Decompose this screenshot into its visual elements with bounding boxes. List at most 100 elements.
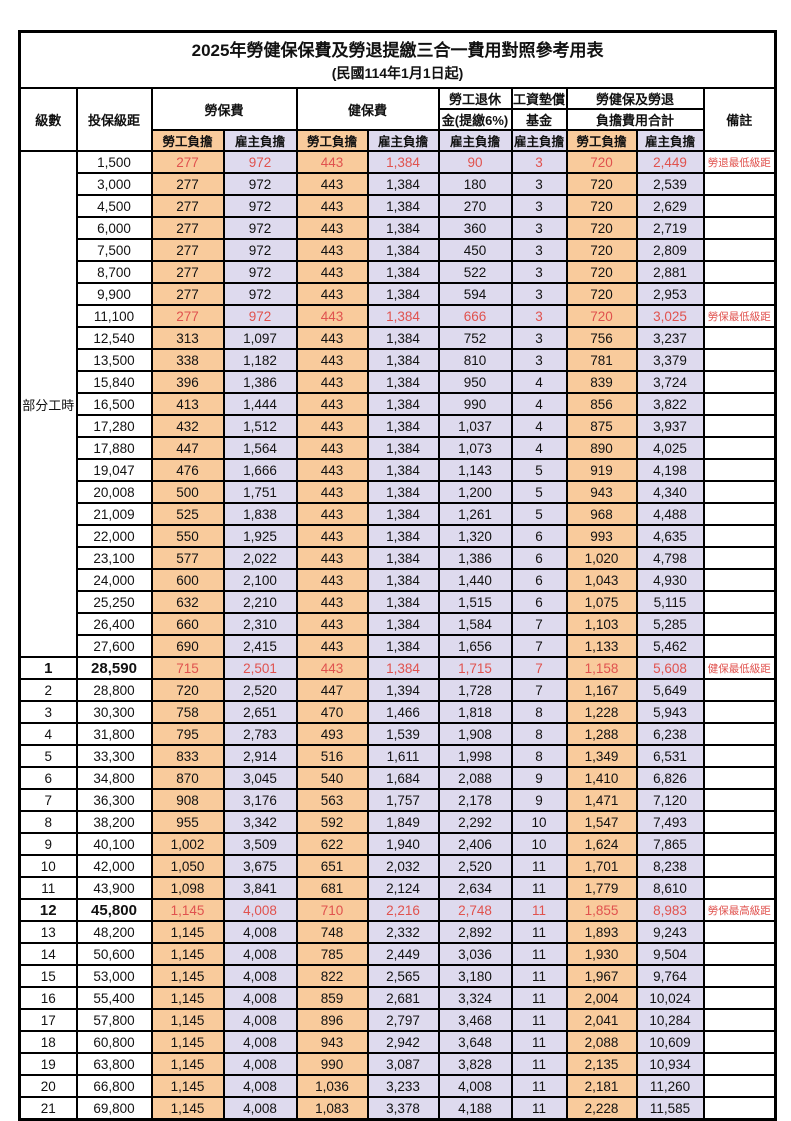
remark-cell: [702, 216, 777, 240]
fee-cell: 8,610: [635, 876, 705, 900]
salary-bracket-cell: 30,300: [75, 700, 153, 724]
fee-cell: 443: [295, 480, 369, 504]
table-row: 17 57,800 1,145 4,008 896 2,797 3,468 11 2,041 10…: [18, 1008, 777, 1032]
salary-bracket-cell: 13,500: [75, 348, 153, 372]
salary-bracket-cell: 40,100: [75, 832, 153, 856]
remark-cell: [702, 1008, 777, 1032]
fee-cell: 4,635: [635, 524, 705, 548]
fee-cell: 681: [295, 876, 369, 900]
fee-cell: 810: [437, 348, 513, 372]
fee-cell: 3: [510, 304, 568, 328]
fee-cell: 10,284: [635, 1008, 705, 1032]
fee-cell: 3: [510, 260, 568, 284]
remark-cell: [702, 568, 777, 592]
level-cell: 10: [18, 854, 78, 878]
fee-cell: 2,124: [366, 876, 440, 900]
fee-cell: 592: [295, 810, 369, 834]
fee-cell: 1,384: [366, 656, 440, 680]
fee-cell: 1,145: [150, 1030, 225, 1054]
fee-cell: 2,953: [635, 282, 705, 306]
fee-cell: 1,384: [366, 546, 440, 570]
fee-cell: 993: [565, 524, 638, 548]
table-row: 7,500 277 972 443 1,384 450 3 720 2,809: [20, 238, 777, 262]
fee-cell: 1,611: [366, 744, 440, 768]
salary-bracket-cell: 50,600: [75, 942, 153, 966]
fee-cell: 11: [510, 898, 568, 922]
remark-cell: [702, 194, 777, 218]
level-cell: 7: [18, 788, 78, 812]
salary-bracket-cell: 28,590: [75, 656, 153, 680]
remark-cell: [702, 436, 777, 460]
salary-bracket-cell: 36,300: [75, 788, 153, 812]
remark-cell: [702, 810, 777, 834]
remark-cell: [702, 348, 777, 372]
fee-cell: 632: [150, 590, 225, 614]
remark-cell: [702, 722, 777, 746]
fee-cell: 1,701: [565, 854, 638, 878]
fee-cell: 2,520: [437, 854, 513, 878]
table-row: 12 45,800 1,145 4,008 710 2,216 2,748 11 1,855 8,…: [18, 898, 777, 922]
fee-cell: 1,145: [150, 1096, 225, 1121]
table-row: 13,500 338 1,182 443 1,384 810 3 781 3,379: [20, 348, 777, 372]
fee-cell: 522: [437, 260, 513, 284]
fee-cell: 1,182: [222, 348, 298, 372]
table-row: 16 55,400 1,145 4,008 859 2,681 3,324 11 2,004 10…: [18, 986, 777, 1010]
remark-cell: [702, 744, 777, 768]
fee-cell: 2,539: [635, 172, 705, 196]
salary-bracket-cell: 12,540: [75, 326, 153, 350]
fee-cell: 443: [295, 216, 369, 240]
remark-cell: 勞保最低級距: [702, 304, 777, 328]
fee-cell: 7: [510, 678, 568, 702]
salary-bracket-cell: 25,250: [75, 590, 153, 614]
fee-cell: 1,073: [437, 436, 513, 460]
level-cell: 2: [18, 678, 78, 702]
fee-cell: 5: [510, 480, 568, 504]
fee-cell: 3,342: [222, 810, 298, 834]
table-row: 3 30,300 758 2,651 470 1,466 1,818 8 1,228 5,943: [18, 700, 777, 724]
remark-cell: [702, 370, 777, 394]
fee-cell: 660: [150, 612, 225, 636]
header-pension-line2: 金(提繳6%): [437, 108, 513, 131]
salary-bracket-cell: 43,900: [75, 876, 153, 900]
table-row: 7 36,300 908 3,176 563 1,757 2,178 9 1,471 7,120: [18, 788, 777, 812]
fee-cell: 9: [510, 766, 568, 790]
table-row: 17,880 447 1,564 443 1,384 1,073 4 890 4,025: [20, 436, 777, 460]
fee-cell: 2,449: [635, 150, 705, 174]
table-row: 11,100 277 972 443 1,384 666 3 720 3,025 勞保最低級距: [20, 304, 777, 328]
fee-cell: 1,097: [222, 326, 298, 350]
table-row: 10 42,000 1,050 3,675 651 2,032 2,520 11 1,701 8,…: [18, 854, 777, 878]
fee-cell: 1,547: [565, 810, 638, 834]
fee-cell: 870: [150, 766, 225, 790]
remark-cell: [702, 964, 777, 988]
salary-bracket-cell: 22,000: [75, 524, 153, 548]
salary-bracket-cell: 27,600: [75, 634, 153, 658]
table-row: 20,008 500 1,751 443 1,384 1,200 5 943 4,340: [20, 480, 777, 504]
fee-cell: 5,608: [635, 656, 705, 680]
fee-cell: 822: [295, 964, 369, 988]
table-row: 17,280 432 1,512 443 1,384 1,037 4 875 3,937: [20, 414, 777, 438]
fee-cell: 277: [150, 150, 225, 174]
level-cell: 21: [18, 1096, 78, 1121]
fee-cell: 443: [295, 238, 369, 262]
fee-cell: 9,764: [635, 964, 705, 988]
table-row: 6 34,800 870 3,045 540 1,684 2,088 9 1,410 6,826: [18, 766, 777, 790]
fee-cell: 1,384: [366, 590, 440, 614]
fee-cell: 6,238: [635, 722, 705, 746]
fee-cell: 443: [295, 524, 369, 548]
fee-cell: 1,384: [366, 260, 440, 284]
fee-cell: 1,515: [437, 590, 513, 614]
fee-cell: 859: [295, 986, 369, 1010]
fee-cell: 1,440: [437, 568, 513, 592]
fee-cell: 550: [150, 524, 225, 548]
fee-cell: 2,022: [222, 546, 298, 570]
fee-cell: 6: [510, 546, 568, 570]
salary-bracket-cell: 48,200: [75, 920, 153, 944]
level-cell: 13: [18, 920, 78, 944]
fee-cell: 10,609: [635, 1030, 705, 1054]
fee-cell: 2,100: [222, 568, 298, 592]
fee-cell: 1,384: [366, 634, 440, 658]
fee-cell: 1,145: [150, 898, 225, 922]
fee-cell: 1,384: [366, 172, 440, 196]
fee-cell: 8: [510, 722, 568, 746]
fee-cell: 875: [565, 414, 638, 438]
